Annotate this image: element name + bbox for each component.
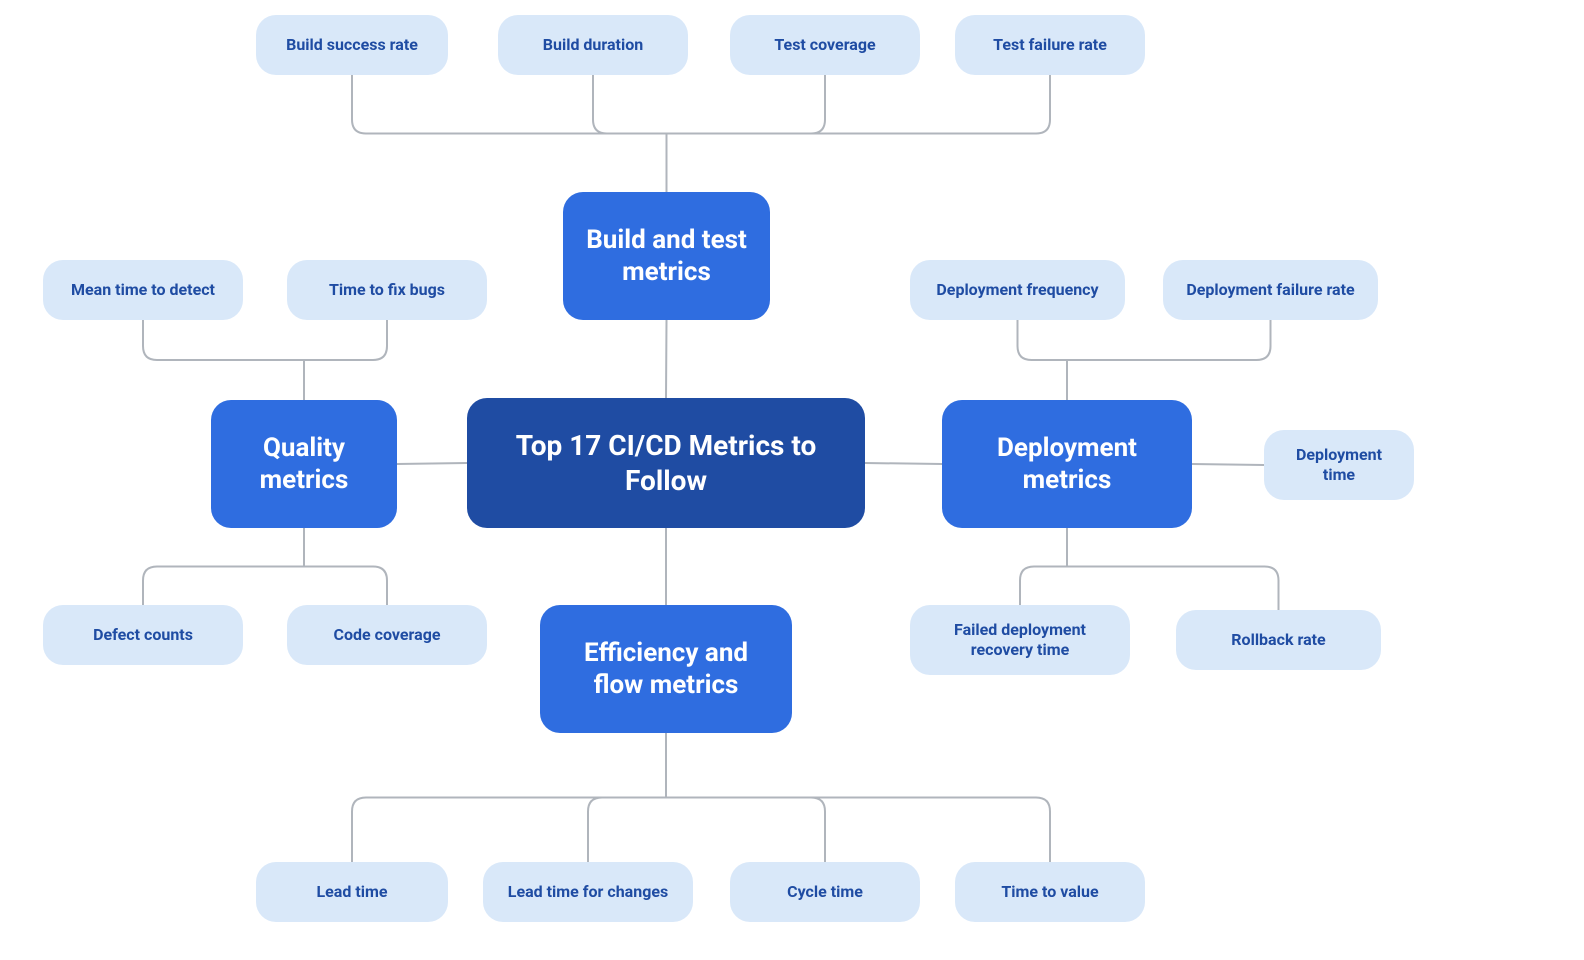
l-dep-fail-rate: Deployment failure rate (1163, 260, 1378, 320)
l-build-duration: Build duration (498, 15, 688, 75)
cat-quality: Quality metrics (211, 400, 397, 528)
l-failed-recovery: Failed deployment recovery time (910, 605, 1130, 675)
cat-build: Build and test metrics (563, 192, 770, 320)
l-mttd: Mean time to detect (43, 260, 243, 320)
center-node: Top 17 CI/CD Metrics to Follow (467, 398, 865, 528)
cat-efficiency: Efficiency and flow metrics (540, 605, 792, 733)
l-lead-time: Lead time (256, 862, 448, 922)
l-lead-time-changes: Lead time for changes (483, 862, 693, 922)
l-test-coverage: Test coverage (730, 15, 920, 75)
l-code-coverage: Code coverage (287, 605, 487, 665)
l-defect-counts: Defect counts (43, 605, 243, 665)
l-rollback: Rollback rate (1176, 610, 1381, 670)
l-dep-freq: Deployment frequency (910, 260, 1125, 320)
cat-deployment: Deployment metrics (942, 400, 1192, 528)
l-build-success: Build success rate (256, 15, 448, 75)
l-time-fix: Time to fix bugs (287, 260, 487, 320)
mindmap-canvas: Top 17 CI/CD Metrics to Follow Build and … (0, 0, 1584, 960)
l-dep-time: Deployment time (1264, 430, 1414, 500)
l-cycle-time: Cycle time (730, 862, 920, 922)
l-test-failure: Test failure rate (955, 15, 1145, 75)
l-time-value: Time to value (955, 862, 1145, 922)
